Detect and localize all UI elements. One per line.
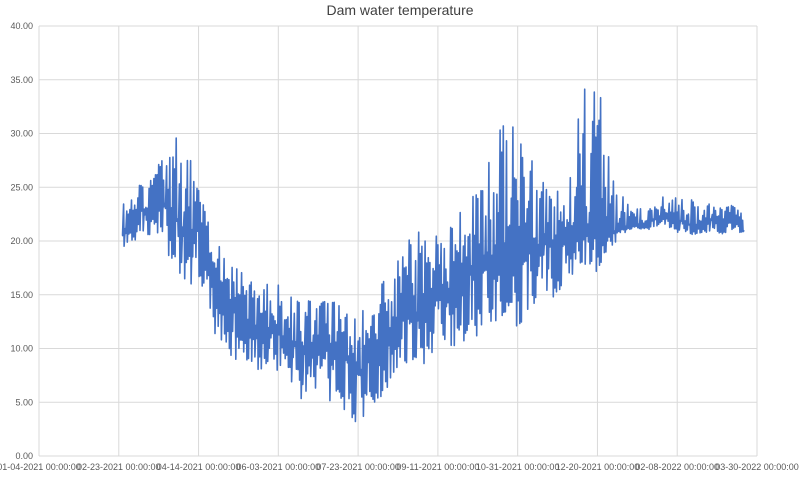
y-tick-label: 25.00: [10, 182, 33, 192]
y-tick-label: 20.00: [10, 236, 33, 246]
x-tick-label: 09-11-2021 00:00:00: [396, 462, 479, 472]
x-tick-label: 10-31-2021 00:00:00: [476, 462, 560, 472]
x-tick-label: 02-23-2021 00:00:00: [77, 462, 161, 472]
y-tick-label: 35.00: [10, 75, 33, 85]
x-tick-label: 03-30-2022 00:00:00: [715, 462, 799, 472]
y-tick-label: 30.00: [10, 129, 33, 139]
y-tick-label: 40.00: [10, 21, 33, 31]
chart-title: Dam water temperature: [326, 2, 474, 18]
y-tick-label: 5.00: [15, 397, 33, 407]
x-tick-label: 06-03-2021 00:00:00: [237, 462, 321, 472]
y-tick-label: 0.00: [15, 451, 33, 461]
x-tick-label: 01-04-2021 00:00:00: [0, 462, 81, 472]
x-tick-label: 02-08-2022 00:00:00: [635, 462, 719, 472]
y-tick-label: 15.00: [10, 290, 33, 300]
x-tick-label: 07-23-2021 00:00:00: [316, 462, 400, 472]
series-line: [121, 88, 745, 423]
y-tick-label: 10.00: [10, 344, 33, 354]
x-tick-label: 12-20-2021 00:00:00: [556, 462, 640, 472]
x-tick-label: 04-14-2021 00:00:00: [157, 462, 241, 472]
